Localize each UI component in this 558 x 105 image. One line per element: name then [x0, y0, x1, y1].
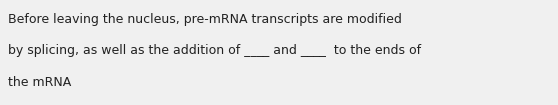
Text: Before leaving the nucleus, pre-mRNA transcripts are modified: Before leaving the nucleus, pre-mRNA tra… — [8, 13, 402, 26]
Text: by splicing, as well as the addition of ____ and ____  to the ends of: by splicing, as well as the addition of … — [8, 44, 421, 57]
Text: the mRNA: the mRNA — [8, 76, 71, 89]
